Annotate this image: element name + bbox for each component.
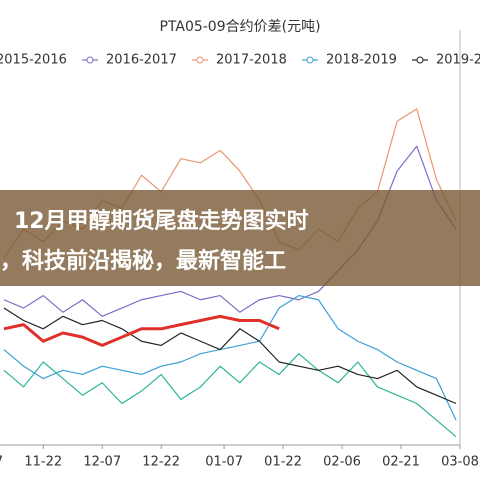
series-line [3,307,457,405]
legend-label: 2018-2019 [326,53,397,68]
legend-marker-dot [86,56,94,64]
series-line [3,353,457,438]
series-line [3,314,280,347]
x-tick-label: 02-06 [323,455,361,470]
banner-text: ，科技前沿揭秘，最新智能工 [0,248,286,274]
x-tick-label: 01-22 [264,455,302,470]
x-tick-label: 12-07 [83,455,121,470]
legend-marker-dot [416,56,424,64]
series-line [3,295,457,421]
legend-marker-dot [306,56,314,64]
banner-text: 12月甲醇期货尾盘走势图实时 [14,208,309,234]
banner [0,190,480,286]
x-tick-label: 12-22 [142,455,180,470]
legend-label: 2019-2020 [436,53,480,68]
x-tick-label: 02-21 [382,455,420,470]
x-tick-label: 11-22 [24,455,62,470]
legend-label: 2015-2016 [0,53,67,68]
legend-label: 2017-2018 [216,53,287,68]
legend-label: 2016-2017 [106,53,177,68]
chart-title: PTA05-09合约价差(元吨) [159,19,320,35]
x-tick-label: 03-08 [441,455,479,470]
x-tick-label: 01-07 [205,455,243,470]
legend-marker-dot [196,56,204,64]
x-tick-label: 11-07 [0,455,3,470]
